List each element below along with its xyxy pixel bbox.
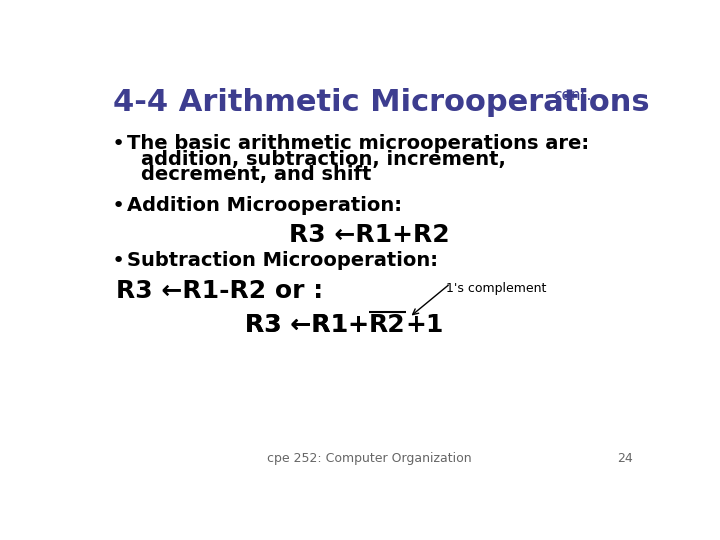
Text: 1's complement: 1's complement — [446, 282, 547, 295]
Text: R3 ←R1+: R3 ←R1+ — [245, 313, 369, 337]
Text: R3 ←R1-R2 or :: R3 ←R1-R2 or : — [116, 279, 323, 303]
Text: The basic arithmetic microoperations are:: The basic arithmetic microoperations are… — [127, 134, 590, 153]
Text: cont.: cont. — [554, 88, 592, 103]
Text: •: • — [112, 134, 125, 154]
Text: cpe 252: Computer Organization: cpe 252: Computer Organization — [266, 452, 472, 465]
Text: +1: +1 — [405, 313, 444, 337]
Text: Addition Microoperation:: Addition Microoperation: — [127, 195, 402, 215]
Text: 24: 24 — [617, 452, 632, 465]
Text: decrement, and shift: decrement, and shift — [141, 165, 372, 184]
Text: R3 ←R1+R2: R3 ←R1+R2 — [289, 222, 449, 247]
Text: addition, subtraction, increment,: addition, subtraction, increment, — [141, 150, 506, 168]
Text: R2: R2 — [369, 313, 405, 337]
Text: Subtraction Microoperation:: Subtraction Microoperation: — [127, 251, 438, 270]
Text: •: • — [112, 251, 125, 271]
Text: R3 ←R1+: R3 ←R1+ — [245, 313, 369, 337]
Text: •: • — [112, 195, 125, 215]
Text: 4-4 Arithmetic Microoperations: 4-4 Arithmetic Microoperations — [113, 88, 650, 117]
